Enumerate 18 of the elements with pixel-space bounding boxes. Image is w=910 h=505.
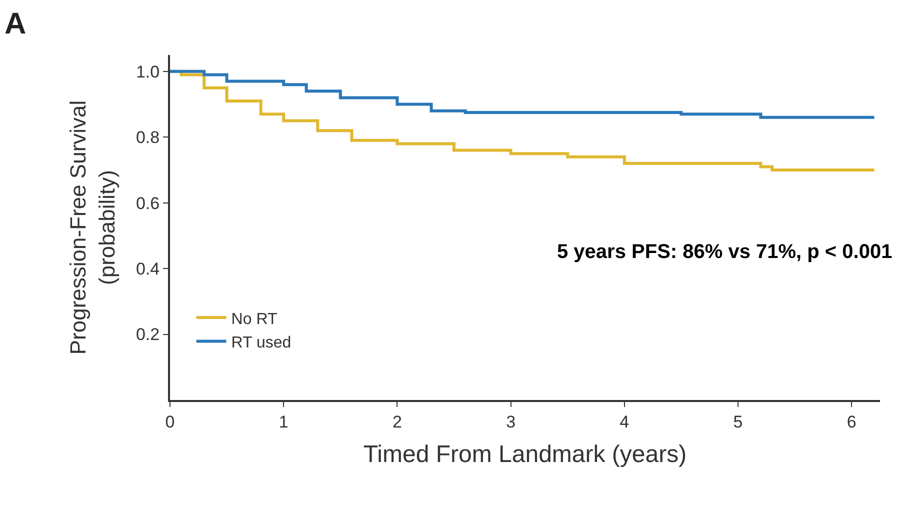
x-axis-title: Timed From Landmark (years) bbox=[363, 441, 687, 468]
x-tick-label: 1 bbox=[278, 412, 288, 432]
legend-label: No RT bbox=[231, 310, 278, 328]
y-tick-label: 0.2 bbox=[136, 325, 160, 344]
annotation: 5 years PFS: 86% vs 71%, p < 0.001 bbox=[557, 241, 892, 263]
y-tick-label: 1.0 bbox=[136, 62, 160, 82]
x-tick-label: 5 bbox=[733, 412, 743, 432]
y-tick-label: 0.4 bbox=[136, 260, 160, 279]
x-tick-label: 0 bbox=[165, 412, 175, 432]
x-tick-label: 6 bbox=[846, 412, 856, 432]
y-tick-label: 0.8 bbox=[136, 128, 160, 148]
x-tick-label: 2 bbox=[392, 412, 402, 432]
legend-label: RT used bbox=[231, 334, 292, 352]
y-axis-title: Progression-Free Survival (probability) bbox=[66, 100, 120, 355]
x-tick-label: 4 bbox=[620, 412, 630, 432]
x-tick-label: 3 bbox=[506, 412, 516, 432]
chart-title: A bbox=[4, 8, 26, 41]
y-tick-label: 0.6 bbox=[136, 194, 160, 213]
